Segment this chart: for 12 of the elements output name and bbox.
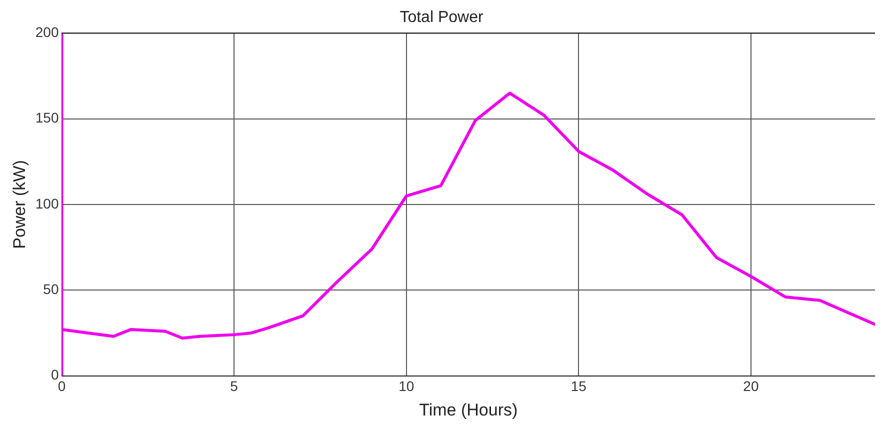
y-tick-label: 0 [50, 366, 59, 383]
x-tick-label: 15 [570, 378, 587, 394]
x-tick-label: 10 [398, 378, 414, 394]
y-axis-title: Power (kW) [10, 160, 29, 249]
y-tick-label: 50 [43, 281, 59, 298]
y-tick-label: 150 [35, 110, 59, 126]
y-tick-label: 200 [35, 24, 59, 40]
chart-title: Total Power [400, 9, 484, 26]
x-tick-label: 5 [230, 378, 238, 394]
x-tick-label: 20 [743, 378, 759, 394]
x-axis-title: Time (Hours) [419, 400, 518, 420]
y-tick-label: 100 [35, 195, 59, 212]
